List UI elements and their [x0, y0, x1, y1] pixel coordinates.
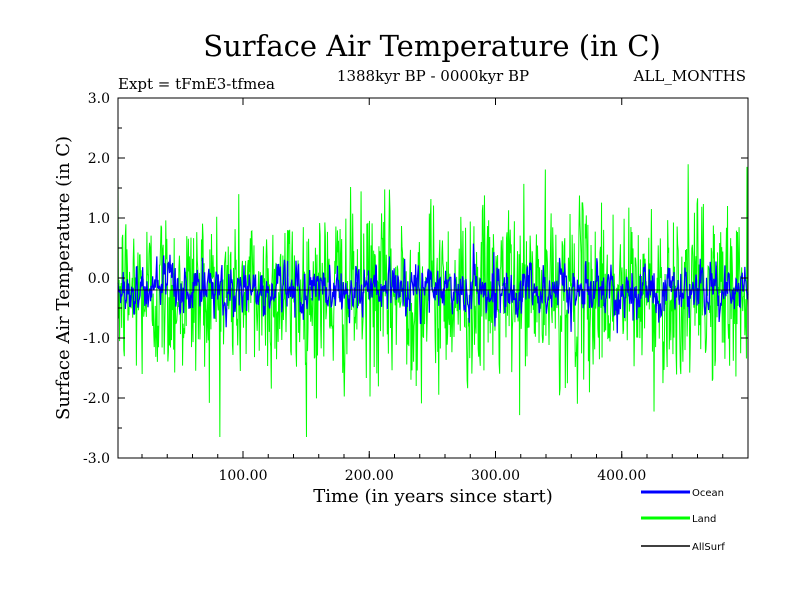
plot-area — [117, 164, 749, 438]
legend-label-ocean: Ocean — [692, 488, 724, 499]
x-axis: 100.00 200.00 300.00 400.00 — [141, 98, 724, 484]
x-tick-label: 100.00 — [218, 468, 267, 484]
y-axis: -3.0 -2.0 -1.0 0.0 1.0 2.0 3.0 — [83, 91, 748, 467]
y-axis-label: Surface Air Temperature (in C) — [53, 136, 74, 420]
y-tick-label: -2.0 — [83, 391, 110, 407]
y-tick-label: 1.0 — [88, 211, 110, 227]
y-tick-label: 0.0 — [88, 271, 110, 287]
legend-label-land: Land — [692, 514, 716, 525]
y-tick-label: 3.0 — [88, 91, 110, 107]
x-axis-label: Time (in years since start) — [313, 486, 553, 507]
legend: Ocean Land AllSurf — [641, 488, 725, 553]
chart-subtitle-center: 1388kyr BP - 0000kyr BP — [337, 67, 529, 85]
chart-subtitle-right: ALL_MONTHS — [633, 67, 746, 85]
y-tick-label: -3.0 — [83, 451, 110, 467]
series-land — [117, 164, 749, 438]
x-tick-label: 300.00 — [471, 468, 520, 484]
y-tick-label: -1.0 — [83, 331, 110, 347]
x-tick-label: 400.00 — [597, 468, 646, 484]
chart-title: Surface Air Temperature (in C) — [203, 29, 661, 63]
y-tick-label: 2.0 — [88, 151, 110, 167]
x-tick-label: 200.00 — [345, 468, 394, 484]
legend-label-allsurf: AllSurf — [692, 542, 725, 553]
chart-subtitle-left: Expt = tFmE3-tfmea — [118, 75, 275, 93]
